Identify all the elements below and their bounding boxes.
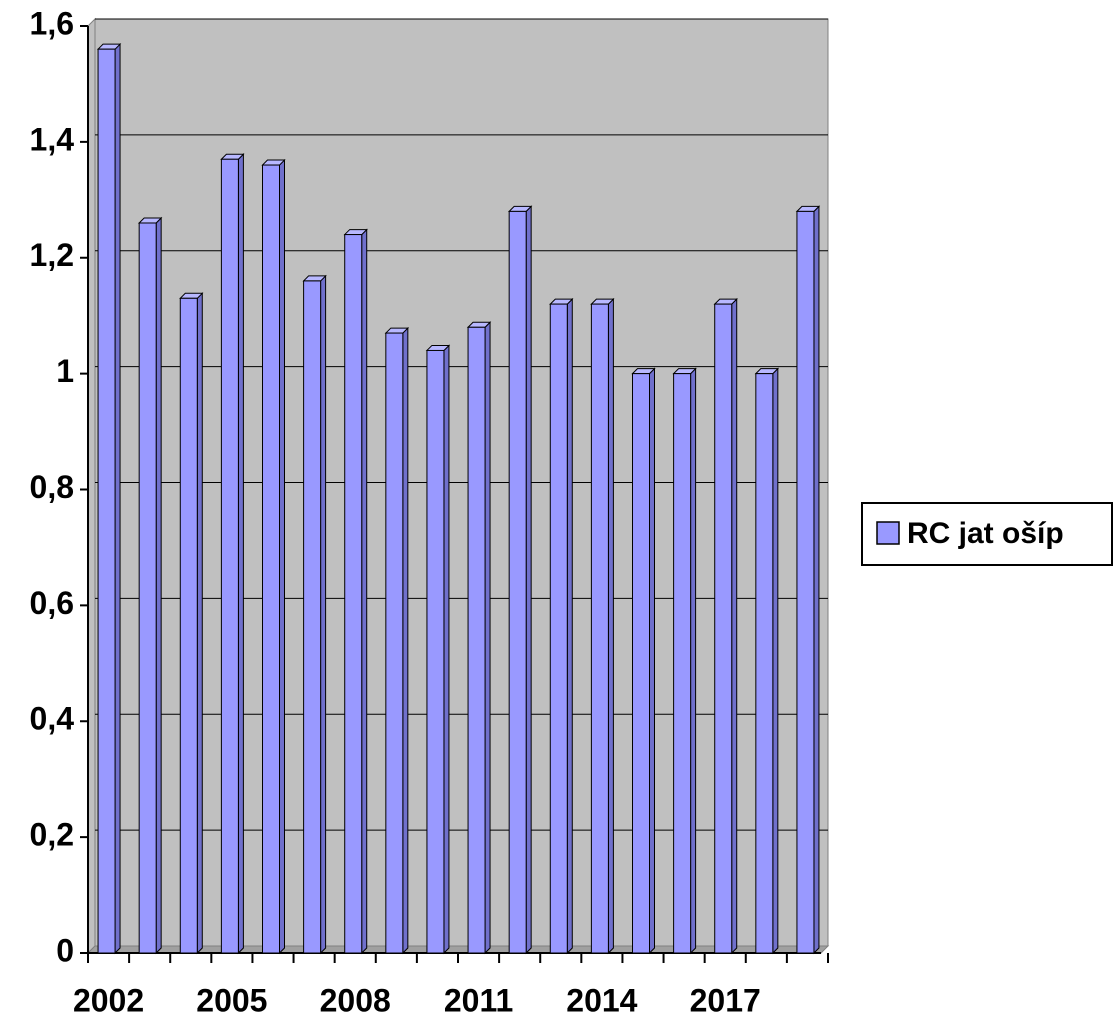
bar-side [813,205,820,955]
y-tick-label: 0,6 [30,585,74,621]
y-tick-label: 0,8 [30,469,74,505]
x-tick-label: 2014 [566,982,637,1018]
side-wall [87,17,96,955]
bar [795,205,821,955]
y-tick-label: 1,4 [30,121,75,157]
bar-side [320,274,327,955]
bar [179,292,204,955]
bar [137,216,163,955]
bar-side [484,321,491,955]
bar-front [426,349,445,954]
x-tick-label: 2002 [73,982,144,1018]
bar-side [402,326,409,955]
bar-front [344,234,363,954]
bar [672,367,697,955]
bar [631,367,656,955]
bar-front [97,48,116,954]
bar-side [772,367,779,955]
bar-front [714,303,733,954]
y-tick-label: 0,4 [30,701,75,737]
bar-side [114,42,121,955]
y-tick-label: 0 [56,932,74,968]
bar-front [262,164,280,954]
bar-side [649,367,655,955]
y-tick-label: 1,6 [30,5,74,41]
bar-front [549,303,568,954]
bar-front [467,326,486,954]
bar-side [155,216,162,955]
bar-side [361,228,368,955]
bar-front [179,297,198,954]
bar-side [525,205,532,955]
y-tick-label: 1 [56,353,74,389]
bar-front [755,373,774,954]
x-tick-label: 2008 [320,982,391,1018]
legend-swatch [876,521,900,545]
bar [384,326,410,955]
legend-box [861,502,1113,566]
bar-front [138,222,157,954]
bar [713,297,738,955]
bar [261,158,286,955]
y-tick-label: 1,2 [30,237,74,273]
bar [220,153,245,955]
bar-side [607,297,614,955]
bar-side [443,344,450,955]
bar [507,205,533,955]
bar [466,321,492,955]
bar-front [508,210,527,954]
bar-front [385,332,404,954]
bar-front [796,210,815,954]
bar [425,344,451,955]
bar-side [731,297,738,955]
bar-side [196,292,203,955]
bar-front [673,373,692,954]
bar-side [237,153,244,955]
bar-front [632,373,650,954]
y-tick-label: 0,2 [30,817,74,853]
bar-side [690,367,697,955]
x-tick-label: 2011 [444,982,513,1018]
bar-side [279,158,285,955]
legend-label: RC jat ošíp [907,517,1064,550]
bar [549,297,574,955]
bar [343,228,368,955]
bar-front [590,303,609,954]
bar-front [303,280,322,954]
bar [302,274,327,955]
bar [590,297,615,955]
bar-side [566,297,573,955]
x-tick-label: 2017 [690,982,761,1018]
bar [754,367,780,955]
bar-front [220,158,239,954]
x-tick-label: 2005 [196,982,267,1018]
bar [96,42,122,955]
